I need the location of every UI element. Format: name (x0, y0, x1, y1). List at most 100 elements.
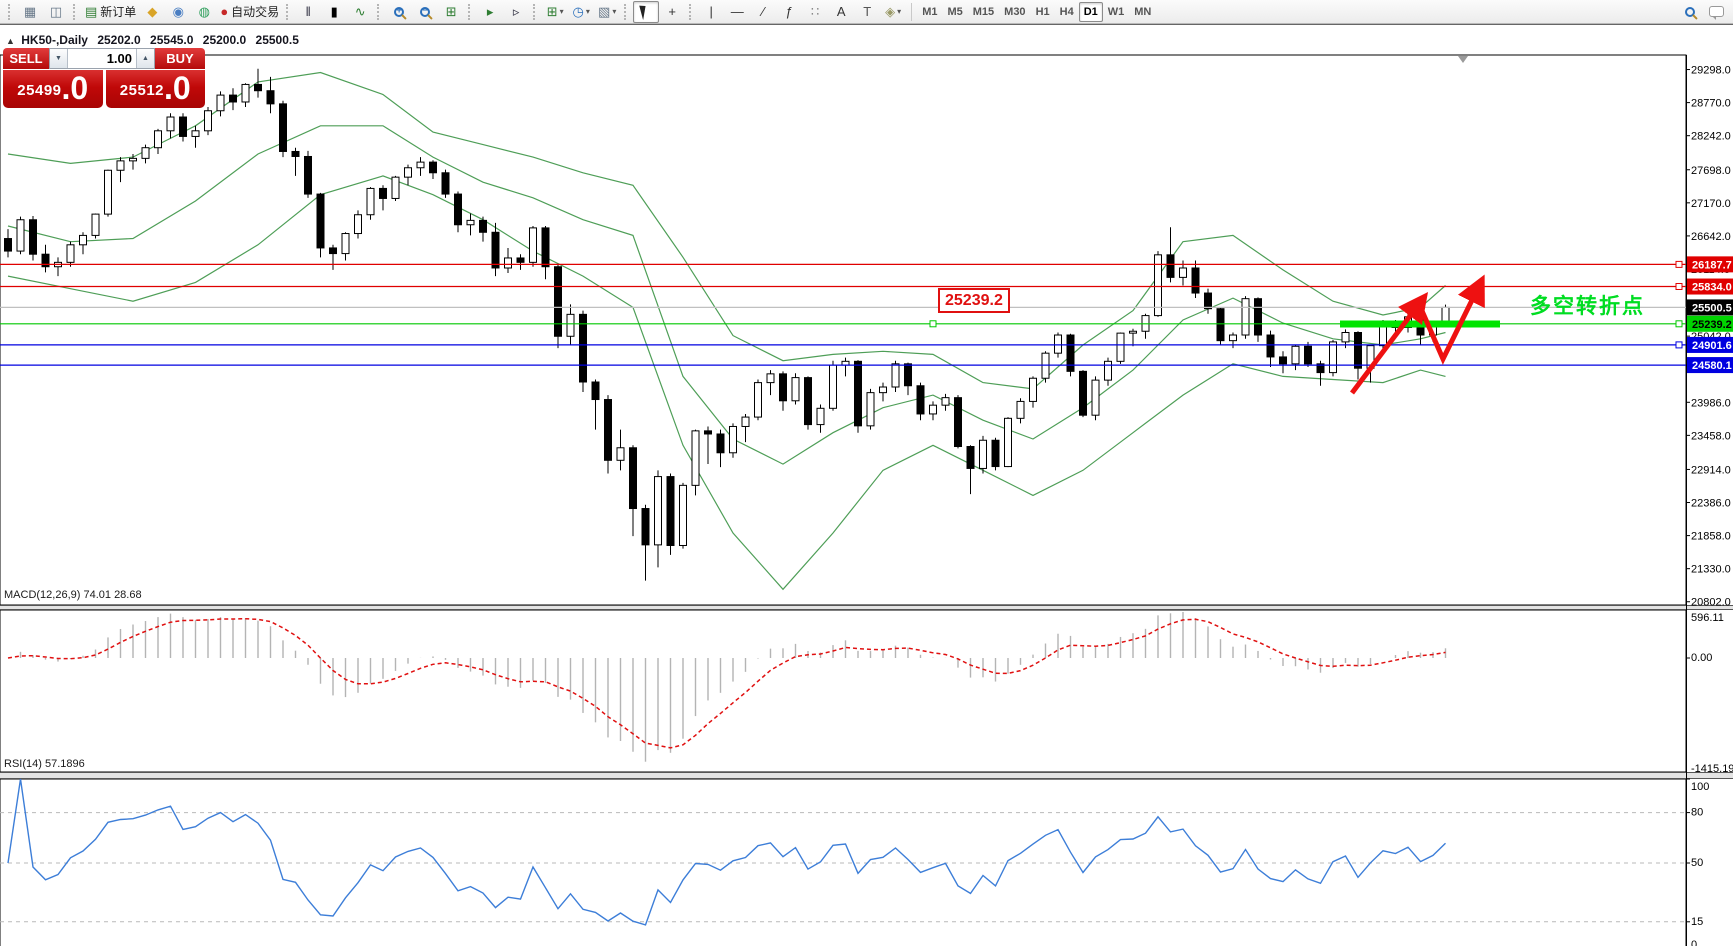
chat-icon[interactable] (1703, 1, 1729, 23)
bull-candle (654, 476, 662, 546)
rsi-axis-label: 15 (1691, 916, 1703, 928)
price-level-label[interactable]: 25239.2 (938, 288, 1010, 313)
bar-chart-icon[interactable]: ‖ (295, 1, 321, 23)
channel-icon[interactable]: ∷ (802, 1, 828, 23)
signal-icon[interactable]: ◍ (191, 1, 217, 23)
data-window-icon[interactable]: ◫ (43, 1, 69, 23)
candles-layer (4, 68, 1450, 581)
bull-candle (216, 94, 225, 112)
new-chart-icon[interactable]: ⊞ ▾ (542, 1, 568, 23)
price-badge-label: 25239.2 (1692, 319, 1732, 331)
hline-icon[interactable]: — (724, 1, 750, 23)
line-handle[interactable] (1675, 341, 1683, 349)
sell-button[interactable]: SELL (3, 48, 49, 69)
chart-window: 29298.0 28770.0 28242.0 27698.0 27170.0 26642… (0, 24, 1733, 946)
price-badge-label: 24580.1 (1692, 360, 1732, 372)
metaeditor-icon[interactable]: ◆ (139, 1, 165, 23)
label-icon[interactable]: T (854, 1, 880, 23)
tile-windows-icon: ⊞ (445, 4, 457, 19)
market-watch-icon[interactable]: ▦ (17, 1, 43, 23)
bull-candle (466, 219, 475, 226)
bull-candle (504, 257, 512, 269)
price-lines-layer[interactable] (0, 260, 1686, 366)
bear-candle (179, 116, 187, 137)
zoom-in-icon[interactable] (386, 1, 412, 23)
bull-candle (116, 160, 125, 171)
chart-shift-icon[interactable]: ▹ (503, 1, 529, 23)
bear-candle (266, 90, 275, 105)
fibonacci-icon[interactable]: ƒ (776, 1, 802, 23)
timeframe-button-mn[interactable]: MN (1134, 5, 1152, 18)
chart-canvas: 29298.0 28770.0 28242.0 27698.0 27170.0 26642… (0, 54, 1733, 946)
bear-candle (804, 377, 812, 426)
thick-green-trend-segment[interactable] (1340, 320, 1500, 328)
buy-price-button[interactable]: 25512 .0 (105, 70, 205, 108)
timeframe-button-h4[interactable]: H4 (1059, 5, 1074, 18)
buy-button[interactable]: BUY (155, 48, 205, 69)
line-handle[interactable] (929, 320, 937, 328)
price-tick-label: 29298.0 (1691, 65, 1731, 77)
annotations-layer[interactable] (1340, 274, 1500, 395)
label-icon: T (863, 4, 872, 19)
buy-price-fraction: .0 (164, 70, 191, 106)
timeframe-button-d1[interactable]: D1 (1078, 1, 1103, 22)
bull-candle (1104, 360, 1112, 381)
volume-decrease-button[interactable]: ▼ (50, 49, 68, 68)
community-icon: ◉ (172, 4, 184, 19)
bear-candle (1166, 254, 1175, 278)
bear-candle (604, 399, 612, 461)
rsi-line (7, 778, 1446, 926)
timeframe-button-m1[interactable]: M1 (922, 5, 938, 18)
bear-candle (1266, 334, 1275, 358)
crosshair-icon[interactable]: + (659, 1, 685, 23)
auto-trading-icon[interactable]: ● 自动交易 (217, 1, 282, 23)
auto-scroll-icon[interactable]: ▸ (477, 1, 503, 23)
zoom-out-icon[interactable] (412, 1, 438, 23)
community-icon[interactable]: ◉ (165, 1, 191, 23)
candlestick-icon[interactable]: ▮ (321, 1, 347, 23)
tile-windows-icon[interactable]: ⊞ (438, 1, 464, 23)
toolbar-grip (377, 3, 382, 20)
profiles-icon[interactable]: ◷ ▾ (568, 1, 594, 23)
auto-scroll-icon: ▸ (486, 4, 494, 19)
new-order-icon[interactable]: ▤ 新订单 (82, 1, 139, 23)
text-icon: A (836, 4, 846, 19)
macd-signal-line (7, 617, 1446, 749)
rsi-axis-label: 100 (1691, 781, 1709, 793)
bear-candle (304, 155, 312, 195)
trendline-icon[interactable]: ∕ (750, 1, 776, 23)
text-icon[interactable]: A (828, 1, 854, 23)
timeframe-button-m30[interactable]: M30 (1004, 5, 1026, 18)
timeframe-button-m15[interactable]: M15 (972, 5, 995, 18)
sell-price-button[interactable]: 25499 .0 (3, 70, 103, 108)
bear-candle (991, 439, 1000, 468)
bear-candle (1191, 267, 1200, 294)
bull-candle (1291, 345, 1300, 365)
price-badge (1687, 315, 1733, 332)
line-handle[interactable] (1675, 283, 1683, 290)
red-zigzag-arrow[interactable] (1350, 292, 1429, 395)
shapes-icon[interactable]: ◈ ▾ (880, 1, 906, 23)
price-tick-label: 21858.0 (1691, 531, 1731, 543)
bull-candle (879, 386, 887, 394)
red-zigzag-arrow[interactable] (1416, 274, 1485, 365)
line-chart-icon[interactable]: ∿ (347, 1, 373, 23)
timeframe-button-m5[interactable]: M5 (947, 5, 963, 18)
cn-annotation-text[interactable]: 多空转折点 (1530, 295, 1645, 318)
timeframe-button-w1[interactable]: W1 (1107, 5, 1125, 18)
bear-candle (1279, 356, 1287, 365)
bar-chart-icon: ‖ (305, 4, 311, 19)
timeframe-button-h1[interactable]: H1 (1035, 5, 1050, 18)
volume-increase-button[interactable]: ▲ (136, 49, 154, 68)
vline-icon[interactable]: | (698, 1, 724, 23)
search-icon[interactable] (1677, 1, 1703, 23)
volume-spinner[interactable]: ▼ 1.00 ▲ (49, 48, 155, 69)
line-handle[interactable] (1675, 320, 1683, 328)
bull-candle (166, 116, 175, 132)
volume-value[interactable]: 1.00 (106, 51, 132, 66)
templates-icon[interactable]: ▧ ▾ (594, 1, 620, 23)
cursor-icon[interactable] (633, 0, 660, 23)
bear-candle (779, 373, 787, 402)
bear-candle (579, 313, 587, 383)
line-handle[interactable] (1675, 260, 1683, 268)
